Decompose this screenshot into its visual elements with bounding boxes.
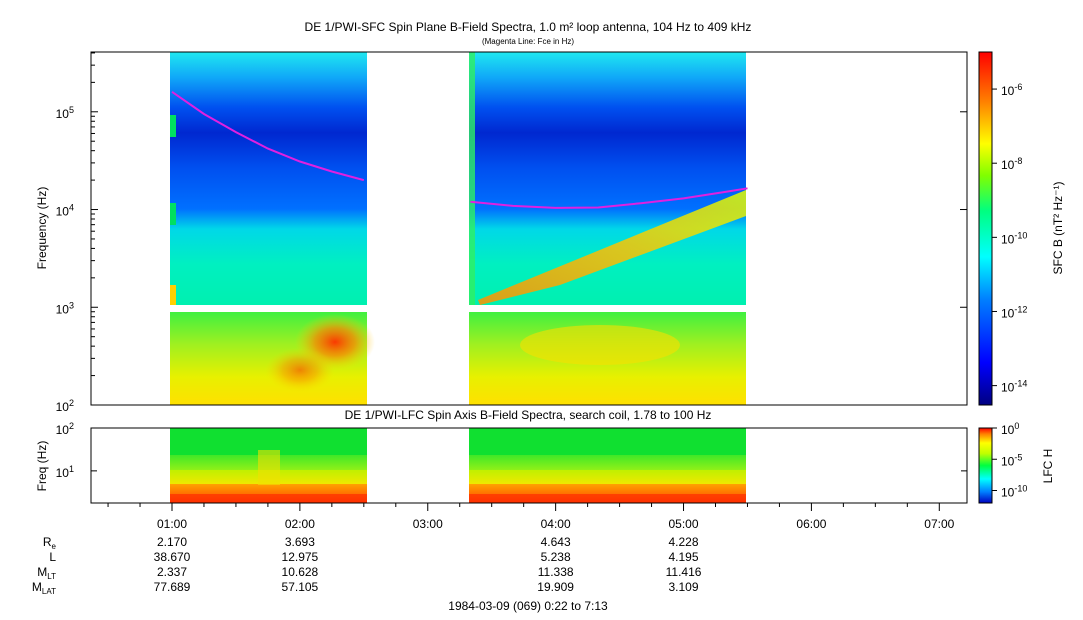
sfc-colorbar-label: SFC B (nT² Hz⁻¹)	[1051, 182, 1065, 275]
ephemeris-row-sub: e	[52, 542, 57, 551]
sfc-chorus-band	[478, 190, 746, 305]
sfc-y-tick-label: 103	[56, 300, 74, 316]
sfc-colorbar: 10-6 10-8 10-10 10-12 10-14 SFC B (nT² Hz⁻¹)	[978, 51, 1065, 406]
ephemeris-value: 77.689	[154, 580, 191, 594]
lfc-colorbar-label: LFC H	[1041, 449, 1055, 484]
ephemeris-value: 2.337	[157, 565, 187, 579]
lfc-plot-frame	[90, 427, 968, 504]
ephemeris-value: 4.228	[669, 535, 699, 549]
sfc-title: DE 1/PWI-SFC Spin Plane B-Field Spectra,…	[305, 20, 752, 34]
sfc-panel: 102 103 104 105 Frequency (Hz)	[35, 51, 968, 414]
lfc-colorbar-scale	[978, 427, 993, 504]
lfc-y-tick-label: 101	[56, 464, 74, 480]
lfc-title: DE 1/PWI-LFC Spin Axis B-Field Spectra, …	[345, 408, 712, 422]
x-tick-label: 03:00	[413, 517, 443, 531]
ephemeris-row-label: MLT	[37, 565, 56, 581]
sfc-edge-stripe	[170, 203, 176, 225]
sfc-colorbar-ticks: 10-6 10-8 10-10 10-12 10-14	[992, 82, 1027, 395]
lfc-colorbar-tick-label: 10-10	[1001, 484, 1027, 500]
fce-line	[470, 187, 748, 209]
lfc-colorbar-ticks: 100 10-5 10-10	[992, 421, 1027, 500]
x-tick-label: 06:00	[796, 517, 826, 531]
ephemeris-value: 19.909	[537, 580, 574, 594]
ephemeris-value: 5.238	[541, 550, 571, 564]
ephemeris-value: 11.416	[666, 565, 702, 579]
sfc-plot-frame	[90, 51, 968, 406]
sfc-colorbar-tick-label: 10-10	[1001, 230, 1027, 246]
ephemeris-row-sub: LT	[47, 572, 56, 581]
ephemeris-value: 38.670	[154, 550, 191, 564]
ephemeris-value: 10.628	[282, 565, 319, 579]
sfc-colorbar-tick-label: 10-8	[1001, 156, 1022, 172]
lfc-colorbar-tick-label: 100	[1001, 421, 1019, 437]
ephemeris-value: 11.338	[538, 565, 574, 579]
x-axis: 01:00 02:00 03:00 04:00 05:00 06:00 07:00	[107, 503, 955, 531]
x-tick-label: 04:00	[541, 517, 571, 531]
sfc-intense-emission	[265, 348, 335, 392]
ephemeris-table: Re 2.170 3.693 4.643 4.228 L 38.670 12.975 5.238…	[32, 535, 702, 596]
ephemeris-value: 57.105	[282, 580, 319, 594]
ephemeris-row-sub: LAT	[42, 587, 56, 596]
sfc-colorbar-tick-label: 10-6	[1001, 82, 1022, 98]
sfc-diffuse-emission	[520, 325, 680, 365]
ephemeris-value: 3.693	[285, 535, 315, 549]
lfc-block-2	[469, 428, 746, 503]
lfc-y-tick-label: 102	[56, 421, 74, 437]
x-tick-label: 01:00	[157, 517, 187, 531]
sfc-edge-stripe	[170, 285, 176, 305]
fce-line	[171, 90, 365, 182]
ephemeris-value: 4.643	[541, 535, 571, 549]
ephemeris-value: 12.975	[282, 550, 319, 564]
sfc-edge-stripe	[170, 115, 176, 137]
ephemeris-value: 4.195	[669, 550, 699, 564]
lfc-panel: 101 102 Freq (Hz) 01:00 02:00 03:00 04:00 05:…	[35, 421, 968, 531]
x-tick-label: 05:00	[669, 517, 699, 531]
ephemeris-row-label: L	[49, 550, 56, 564]
sfc-interval-2	[469, 52, 746, 405]
sfc-y-tick-label: 104	[56, 203, 74, 219]
lfc-y-axis-label: Freq (Hz)	[35, 441, 49, 492]
x-tick-label: 07:00	[924, 517, 954, 531]
lfc-colorbar-tick-label: 10-5	[1001, 452, 1022, 468]
ephemeris-value: 3.109	[669, 580, 699, 594]
sfc-colorbar-scale	[978, 51, 993, 406]
sfc-y-tick-label: 105	[56, 105, 74, 121]
ephemeris-row-label: MLAT	[32, 580, 56, 596]
ephemeris-value: 2.170	[157, 535, 187, 549]
lfc-burst	[258, 450, 280, 485]
sfc-colorbar-tick-label: 10-14	[1001, 379, 1027, 395]
time-range-footer: 1984-03-09 (069) 0:22 to 7:13	[448, 599, 608, 613]
sfc-edge-stripe	[469, 52, 475, 305]
lfc-colorbar: 100 10-5 10-10 LFC H	[978, 421, 1055, 504]
sfc-subtitle: (Magenta Line: Fce in Hz)	[482, 37, 574, 46]
sfc-y-axis-label: Frequency (Hz)	[35, 187, 49, 270]
sfc-interval-1	[170, 52, 375, 405]
ephemeris-row-label: Re	[43, 535, 57, 551]
sfc-y-tick-label: 102	[56, 398, 74, 414]
sfc-upper-block	[170, 52, 367, 305]
x-tick-label: 02:00	[285, 517, 315, 531]
sfc-colorbar-tick-label: 10-12	[1001, 304, 1027, 320]
